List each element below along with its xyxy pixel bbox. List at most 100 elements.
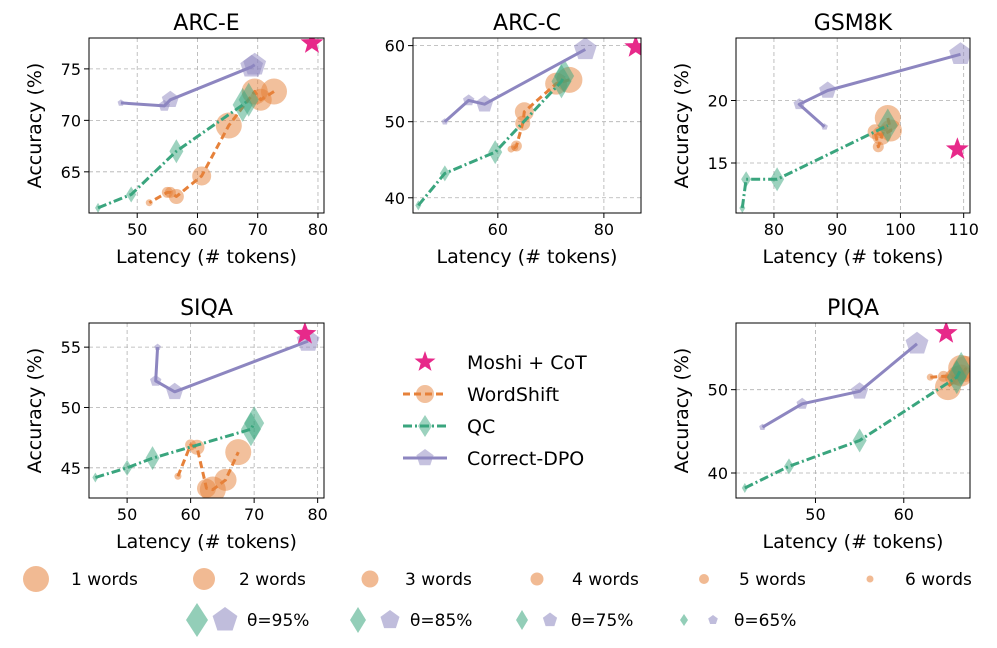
x-tick-label: 60 <box>187 220 207 239</box>
chart-title: SIQA <box>180 296 233 321</box>
series-moshi-cot <box>293 323 317 344</box>
correct-dpo-point <box>243 52 267 75</box>
qc-point <box>739 203 746 213</box>
panel-siqa: 50 60 70 80 45 50 55 SIQA Latency (# tokens) Accu… <box>24 296 328 553</box>
plot-area <box>415 38 641 211</box>
panel-gsm8k: 80 90 100 110 15 20 GSM8K Latency (# tokens) Acc… <box>671 11 979 268</box>
word-size-marker <box>361 570 379 588</box>
series-legend: Moshi + CoT WordShift QC Correct-DPO <box>403 351 587 470</box>
correct-dpo-point <box>819 81 837 98</box>
y-tick-label: 40 <box>385 189 405 208</box>
axes-frame <box>88 37 325 214</box>
wordshift-point <box>174 472 182 480</box>
x-axis-label: Latency (# tokens) <box>763 531 944 553</box>
qc-point <box>126 186 137 203</box>
word-size-label: 2 words <box>239 570 306 590</box>
word-size-marker <box>23 566 49 592</box>
qc-point <box>783 458 794 475</box>
series-wordshift <box>174 439 252 498</box>
legend-moshi-marker <box>414 351 436 371</box>
wordshift-point <box>872 141 884 153</box>
wordshift-point <box>145 199 153 207</box>
panel-arc-e: 50 60 70 80 65 70 75 ARC-E Latency (# tokens) Acc… <box>24 11 328 268</box>
series-qc <box>739 108 898 213</box>
y-tick-label: 15 <box>708 154 728 173</box>
word-size-label: 5 words <box>739 570 806 590</box>
theta-label: θ=85% <box>410 611 472 631</box>
correct-dpo-point <box>905 331 929 354</box>
legend-wordshift-marker <box>416 385 434 403</box>
wordshift-point <box>926 373 934 381</box>
correct-dpo-point <box>161 90 179 107</box>
y-tick-label: 65 <box>61 163 81 182</box>
wordshift-point <box>867 124 883 140</box>
theta-dpo-marker <box>542 612 558 627</box>
theta-qc-marker <box>186 603 208 637</box>
series-correct-dpo <box>117 52 267 111</box>
correct-dpo-point <box>166 382 184 400</box>
qc-line <box>744 368 963 490</box>
correct-dpo-line <box>797 52 961 128</box>
theta-qc-marker <box>516 610 528 630</box>
qc-point <box>951 351 970 386</box>
moshi-cot-star-point <box>945 137 969 159</box>
legend-moshi-label: Moshi + CoT <box>467 352 587 374</box>
y-tick-label: 40 <box>708 464 728 483</box>
correct-dpo-point <box>573 38 597 60</box>
theta-dpo-marker <box>708 615 718 624</box>
qc-point <box>244 406 265 441</box>
axes-frame <box>735 322 971 499</box>
word-size-label: 1 words <box>71 570 138 590</box>
qc-point <box>415 200 422 211</box>
x-tick-label: 90 <box>827 220 847 239</box>
x-tick-label: 80 <box>764 220 784 239</box>
word-size-label: 4 words <box>572 570 639 590</box>
qc-point <box>852 428 867 453</box>
x-tick-label: 80 <box>308 220 328 239</box>
legend-dpo-label: Correct-DPO <box>467 448 584 470</box>
y-tick-label: 50 <box>708 381 728 400</box>
y-tick-label: 50 <box>385 113 405 132</box>
correct-dpo-point <box>851 382 869 399</box>
qc-point <box>741 483 748 493</box>
y-tick-label: 45 <box>61 459 81 478</box>
qc-point <box>169 139 184 164</box>
x-axis-label: Latency (# tokens) <box>116 531 297 553</box>
x-tick-label: 70 <box>248 220 268 239</box>
legend-qc-label: QC <box>467 416 495 438</box>
axes-frame <box>88 322 325 499</box>
x-tick-label: 60 <box>894 505 914 524</box>
word-size-label: 6 words <box>905 570 972 590</box>
x-tick-label: 60 <box>180 505 200 524</box>
moshi-cot-star-point <box>300 38 324 53</box>
word-size-marker <box>530 572 544 586</box>
qc-point <box>877 108 898 143</box>
qc-point <box>122 459 133 476</box>
x-tick-label: 50 <box>127 220 147 239</box>
theta-label: θ=65% <box>734 611 796 631</box>
series-qc <box>92 406 265 483</box>
moshi-cot-star-point <box>293 323 317 344</box>
x-tick-label: 100 <box>885 220 916 239</box>
qc-point <box>741 171 752 188</box>
correct-dpo-point <box>154 343 161 350</box>
x-tick-label: 80 <box>594 220 614 239</box>
qc-point <box>92 472 99 483</box>
y-tick-label: 75 <box>61 60 81 79</box>
chart-title: GSM8K <box>814 11 893 36</box>
moshi-cot-star-point <box>624 38 641 57</box>
correct-dpo-point <box>759 423 766 430</box>
correct-dpo-line <box>761 342 918 429</box>
series-qc <box>95 82 259 213</box>
correct-dpo-point <box>793 98 805 110</box>
word-size-marker <box>866 575 874 583</box>
correct-dpo-line <box>120 63 256 108</box>
x-tick-label: 50 <box>117 505 137 524</box>
theta-qc-marker <box>350 607 366 633</box>
wordshift-point <box>214 468 237 491</box>
plot-area <box>92 323 320 498</box>
x-axis-label: Latency (# tokens) <box>116 246 297 268</box>
chart-title: ARC-C <box>493 11 561 36</box>
series-moshi-cot <box>624 38 641 57</box>
